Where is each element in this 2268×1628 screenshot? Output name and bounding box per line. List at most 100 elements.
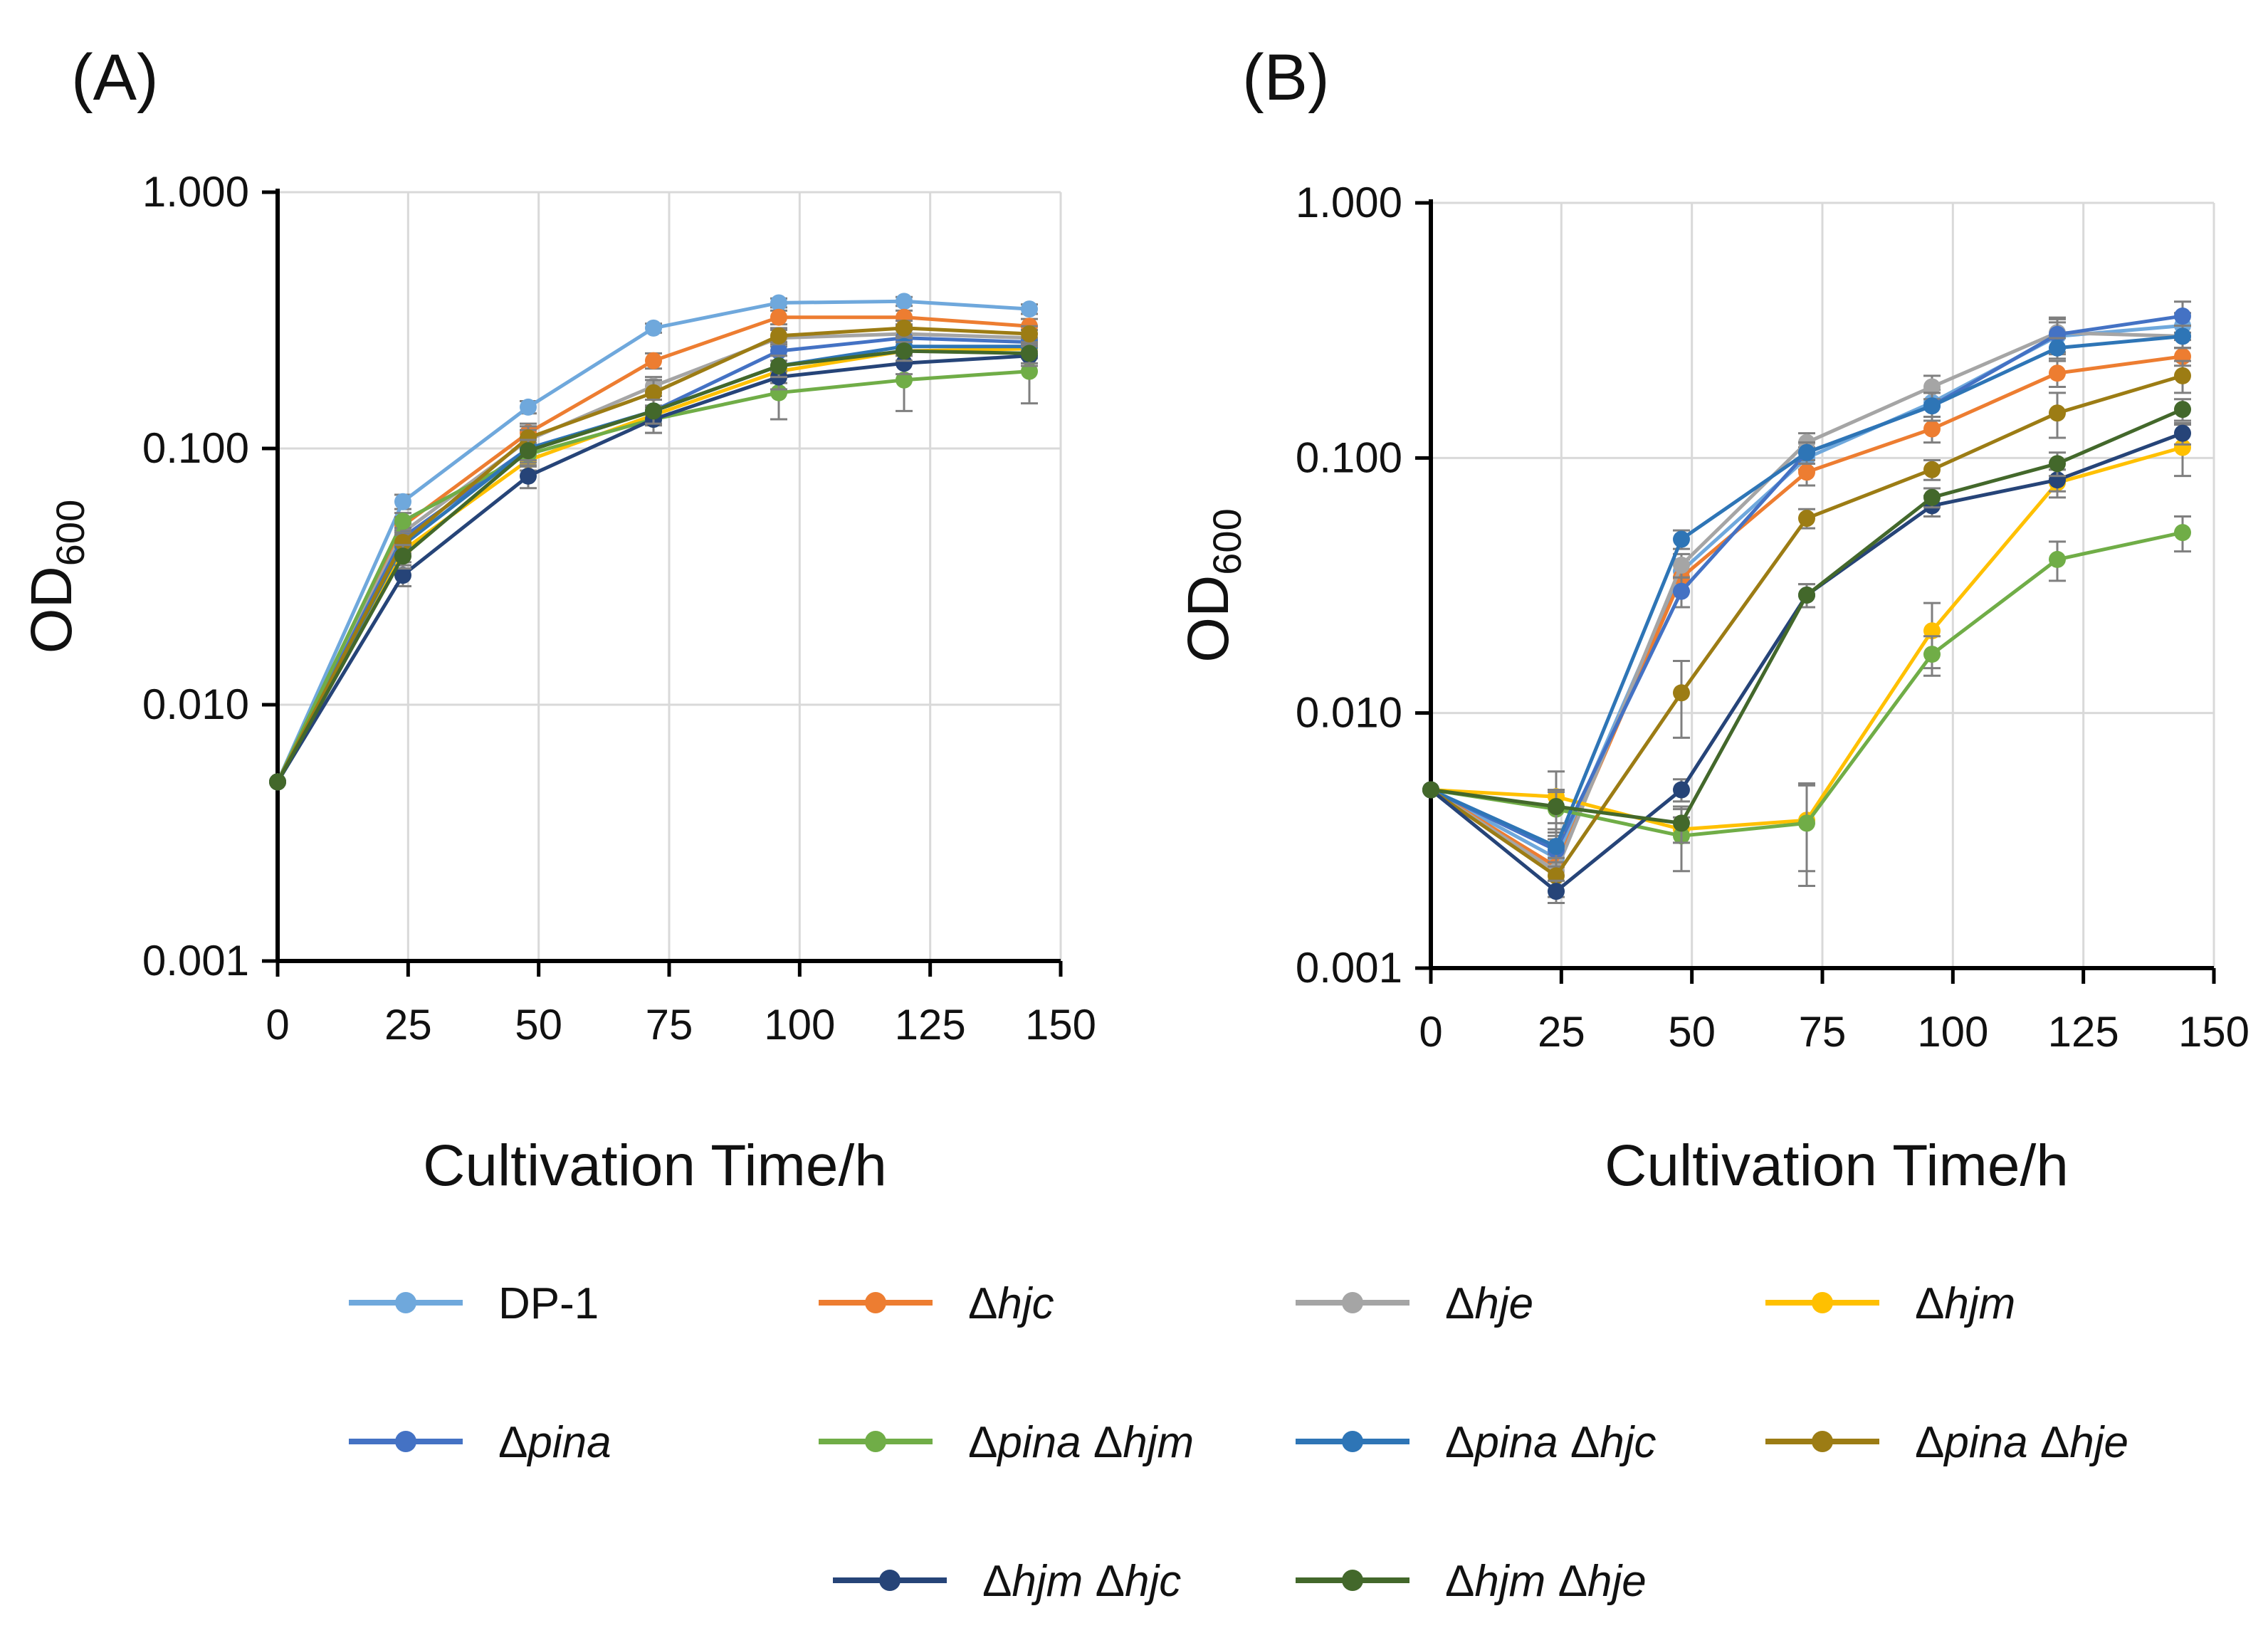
panel-a-series-pina_hje	[269, 319, 1038, 791]
panel-b-xtick-label: 25	[1538, 1008, 1585, 1056]
panel-b-point-pina_hjc	[1673, 530, 1690, 548]
panel-b-ytick-label: 0.100	[1296, 434, 1402, 481]
legend-label-part: hjm	[1012, 1557, 1095, 1606]
panel-b-point-hjm_hje	[2174, 401, 2191, 419]
legend-swatch-marker	[879, 1570, 901, 1591]
panel-b-point-hjm_hjc	[2174, 424, 2191, 442]
panel-b-point-pina	[2174, 307, 2191, 325]
panel-a-point-hjm_hje	[520, 442, 537, 460]
legend-label-part: Δ	[968, 1279, 997, 1328]
panel-a-point-dp1	[896, 293, 913, 310]
panel-b-xtick-label: 50	[1668, 1008, 1716, 1056]
panel-b-y-axis-title-sub: 600	[1204, 508, 1249, 574]
panel-a-point-hjm_hje	[269, 773, 286, 791]
panel-b-y-axis-title-main: OD	[1176, 575, 1241, 663]
panel-a-ytick-label: 0.001	[142, 937, 249, 984]
panel-b-series-pina_hjm	[1422, 515, 2191, 888]
legend-item-dp1: DP-1	[349, 1279, 599, 1328]
panel-b-point-hje	[1673, 556, 1690, 574]
legend-item-pina_hje: Δpina Δhje	[1765, 1418, 2128, 1467]
panel-b-point-hjm_hjc	[1673, 781, 1690, 799]
panel-a-xtick-label: 25	[384, 1001, 432, 1049]
legend-swatch-marker	[1342, 1570, 1363, 1591]
panel-b-point-hjm_hje	[1923, 488, 1941, 506]
panel-a-point-hjc	[645, 352, 662, 369]
panel-a-point-hjm_hje	[645, 402, 662, 420]
panel-b-point-pina_hjc	[2049, 339, 2066, 357]
panel-b-point-hjm_hje	[1673, 814, 1690, 832]
panel-b-point-hjm	[2174, 438, 2191, 456]
panel-b-errorbar-pina_hjm	[1798, 782, 1815, 888]
legend-item-hje: Δhje	[1296, 1279, 1533, 1328]
panel-a-ytick-label: 0.100	[142, 424, 249, 472]
legend-swatch-marker	[1812, 1292, 1833, 1313]
panel-b-point-hjc	[2049, 364, 2066, 382]
legend-label-part: DP-1	[498, 1279, 599, 1328]
panel-b-point-hjm_hje	[2049, 455, 2066, 473]
panel-b-point-hjc	[1798, 463, 1815, 481]
panel-a-point-hjm_hjc	[520, 467, 537, 485]
panel-a-point-dp1	[770, 294, 787, 312]
panel-a-point-pina_hjm	[394, 513, 411, 530]
panel-a-xtick-label: 150	[1025, 1001, 1096, 1049]
panel-a-point-hjm_hje	[770, 357, 787, 375]
legend-label-part: Δ	[1915, 1418, 1944, 1467]
legend-label-part: Δ	[1445, 1557, 1474, 1606]
panel-a-xtick-label: 0	[266, 1001, 289, 1049]
legend-swatch-marker	[1812, 1431, 1833, 1452]
panel-a-series-hjm_hje	[269, 341, 1038, 791]
panel-a-point-pina_hje	[1021, 325, 1038, 343]
panel-b-point-pina_hjc	[1548, 838, 1565, 856]
legend-label-part: Δ	[1093, 1418, 1123, 1467]
legend-item-pina: Δpina	[349, 1418, 611, 1467]
panel-b-point-hje	[1923, 378, 1941, 396]
legend-label: Δpina	[498, 1418, 611, 1467]
legend-label-part: hje	[1474, 1279, 1533, 1328]
panel-b-point-hjm_hje	[1548, 798, 1565, 816]
panel-b-point-hjm	[1923, 622, 1941, 640]
panel-b-point-pina_hjc	[1923, 397, 1941, 415]
panel-b-series-hjm_hje	[1422, 398, 2191, 844]
panel-a-point-pina_hjm	[1021, 362, 1038, 380]
panel-a-chart: (A) 0.001 0.010 0.100 1.000 0 25 50 75 100 125 150 C…	[19, 41, 1096, 1198]
panel-a-label: (A)	[71, 41, 159, 114]
panel-a-point-hjc	[770, 308, 787, 326]
panel-b-ytick-label: 0.001	[1296, 944, 1402, 992]
panel-a-series-dp1	[269, 293, 1038, 791]
panel-b-xtick-label: 75	[1799, 1008, 1847, 1056]
panel-a-xtick-label: 50	[515, 1001, 562, 1049]
legend-item-hjm_hjc: Δhjm Δhjc	[833, 1557, 1181, 1606]
panel-a-y-axis-title: OD600	[19, 500, 93, 653]
panel-a-point-dp1	[1021, 300, 1038, 318]
panel-a-point-pina_hje	[896, 319, 913, 337]
legend-label: Δhjc	[968, 1279, 1054, 1328]
legend-label: Δhje	[1445, 1279, 1533, 1328]
legend-label-part: hjm	[1474, 1557, 1558, 1606]
legend-item-pina_hjm: Δpina Δhjm	[819, 1418, 1194, 1467]
panel-b-ytick-label: 0.010	[1296, 689, 1402, 737]
legend-label-part: Δ	[1445, 1418, 1474, 1467]
legend-label-part: Δ	[2040, 1418, 2069, 1467]
legend-label-part: hje	[1587, 1557, 1647, 1606]
panel-b-ytick-label: 1.000	[1296, 179, 1402, 226]
panel-a-point-dp1	[645, 319, 662, 337]
legend-item-hjc: Δhjc	[819, 1279, 1054, 1328]
panel-b-xtick-label: 0	[1419, 1008, 1442, 1056]
legend-label: DP-1	[498, 1279, 599, 1328]
legend-label: Δpina Δhjm	[968, 1418, 1194, 1467]
legend-label: Δpina Δhje	[1915, 1418, 2128, 1467]
panel-b-chart: (B) 0.001 0.010 0.100 1.000 0 25 50 75 100 125 150 C…	[1176, 41, 2249, 1198]
panel-a-y-axis-title-sub: 600	[48, 500, 93, 566]
panel-b-point-hjm_hje	[1422, 781, 1439, 799]
panel-b-line-pina	[1429, 314, 2183, 852]
legend-label-part: hjc	[1125, 1557, 1181, 1606]
panel-b-xtick-label: 125	[2048, 1008, 2119, 1056]
panel-b-point-hjm_hje	[1798, 586, 1815, 604]
panel-a-point-hjm_hjc	[394, 567, 411, 584]
panel-a-point-hjm_hje	[896, 342, 913, 360]
legend-label: Δpina Δhjc	[1445, 1418, 1657, 1467]
legend-item-hjm_hje: Δhjm Δhje	[1296, 1557, 1647, 1606]
legend-swatch-marker	[865, 1431, 886, 1452]
panel-a-point-pina_hje	[394, 533, 411, 551]
legend-label: Δhjm	[1915, 1279, 2015, 1328]
